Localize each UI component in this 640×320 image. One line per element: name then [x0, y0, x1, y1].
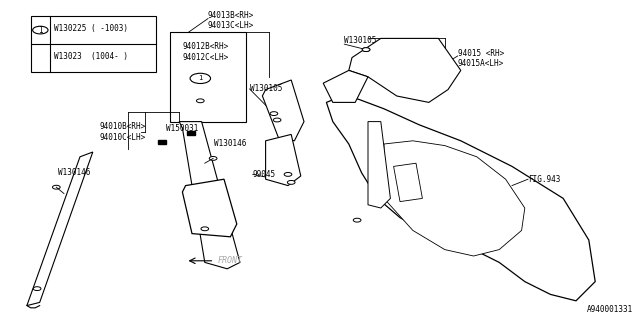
Circle shape — [201, 227, 209, 231]
Circle shape — [362, 48, 370, 52]
Circle shape — [33, 287, 41, 291]
Circle shape — [209, 156, 217, 160]
Text: FRONT: FRONT — [218, 256, 243, 265]
Text: 99045: 99045 — [253, 170, 276, 179]
Text: W130225 ( -1003): W130225 ( -1003) — [54, 24, 129, 33]
Polygon shape — [384, 141, 525, 256]
Circle shape — [270, 112, 278, 116]
Polygon shape — [182, 179, 237, 237]
Circle shape — [287, 180, 295, 184]
Text: W150031: W150031 — [166, 124, 199, 133]
Text: 1: 1 — [38, 26, 43, 35]
Text: W130105: W130105 — [344, 36, 377, 45]
Bar — [158, 140, 166, 144]
Circle shape — [52, 185, 60, 189]
Text: 94012B<RH>
94012C<LH>: 94012B<RH> 94012C<LH> — [182, 42, 228, 61]
Polygon shape — [266, 134, 301, 186]
Text: 1: 1 — [198, 76, 202, 81]
Polygon shape — [394, 163, 422, 202]
Polygon shape — [179, 122, 240, 269]
Text: W130105: W130105 — [250, 84, 282, 93]
Circle shape — [273, 118, 281, 122]
Polygon shape — [27, 152, 93, 306]
Text: 94013B<RH>
94013C<LH>: 94013B<RH> 94013C<LH> — [208, 11, 254, 30]
Bar — [187, 131, 195, 135]
Text: 94015 <RH>
94015A<LH>: 94015 <RH> 94015A<LH> — [458, 49, 504, 68]
Circle shape — [190, 73, 211, 84]
Bar — [170, 32, 246, 122]
Polygon shape — [368, 122, 390, 208]
Polygon shape — [326, 96, 595, 301]
Text: W130146: W130146 — [58, 168, 90, 177]
Bar — [31, 16, 156, 72]
Circle shape — [196, 99, 204, 103]
Polygon shape — [349, 38, 461, 102]
Circle shape — [362, 48, 370, 52]
Circle shape — [353, 218, 361, 222]
Text: A940001331: A940001331 — [588, 305, 634, 314]
Text: W13023  (1004- ): W13023 (1004- ) — [54, 52, 129, 60]
Polygon shape — [323, 70, 368, 102]
Circle shape — [33, 26, 48, 34]
Text: FIG.943: FIG.943 — [528, 175, 561, 184]
Circle shape — [284, 172, 292, 176]
Polygon shape — [262, 80, 304, 141]
Text: 94010B<RH>
94010C<LH>: 94010B<RH> 94010C<LH> — [99, 122, 145, 141]
Text: W130146: W130146 — [214, 139, 247, 148]
